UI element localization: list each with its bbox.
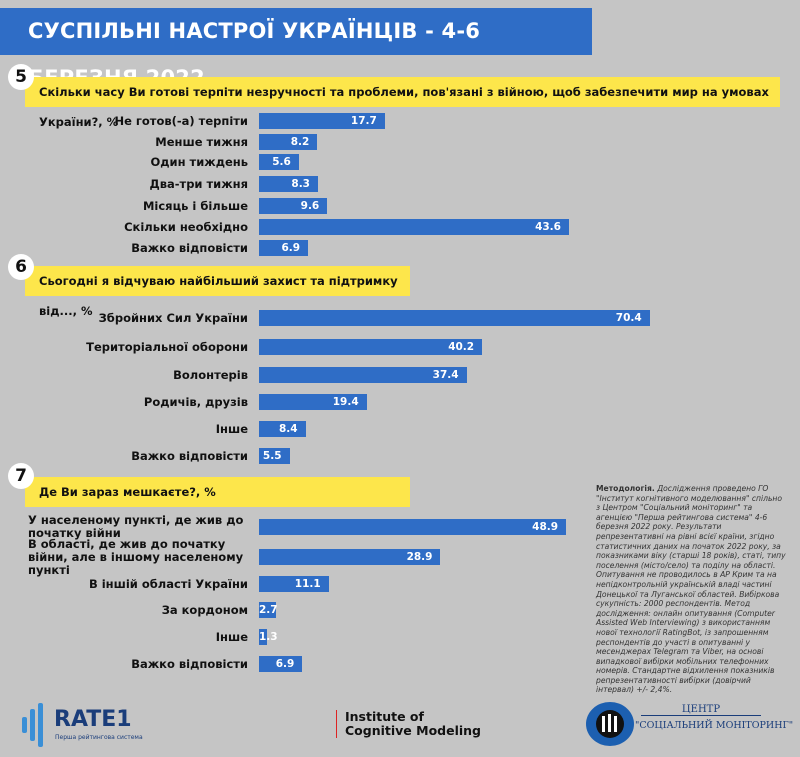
- question-banner: Скільки часу Ви готові терпіти незручнос…: [25, 77, 780, 129]
- bar: 48.9: [259, 519, 567, 535]
- question-banner: Сьогодні я відчуваю найбільший захист та…: [25, 266, 410, 318]
- category-label: За кордоном: [161, 602, 248, 617]
- category-label: Скільки необхідно: [124, 219, 248, 234]
- bar: 17.7: [259, 113, 385, 129]
- category-label: Інше: [215, 629, 248, 644]
- bar: 70.4: [259, 310, 650, 326]
- category-label: Волонтерів: [173, 367, 248, 382]
- category-label: У населеному пункті, де жив до початку в…: [28, 513, 244, 540]
- page-title: СУСПІЛЬНІ НАСТРОЇ УКРАЇНЦІВ - 4-6 БЕРЕЗН…: [0, 8, 592, 90]
- bar: 6.9: [259, 656, 303, 672]
- rate1-subtitle: Перша рейтингова система: [55, 734, 143, 741]
- category-label: Важко відповісти: [131, 656, 248, 671]
- category-label: Важко відповісти: [131, 448, 248, 463]
- icm-line2: Cognitive Modeling: [345, 723, 481, 738]
- bar: 28.9: [259, 549, 441, 565]
- category-label: Менше тижня: [155, 134, 248, 149]
- bar: 5.6: [259, 154, 299, 170]
- bar: 37.4: [259, 367, 467, 383]
- icm-line1: Institute of: [345, 709, 424, 724]
- category-label: Територіальної оборони: [86, 339, 248, 354]
- icm-logo: Institute of Cognitive Modeling: [336, 710, 481, 738]
- bar: 9.6: [259, 198, 328, 214]
- question-number: 5: [8, 64, 34, 90]
- csm-line2: "СОЦІАЛЬНИЙ МОНІТОРИНГ": [635, 720, 794, 731]
- methodology-text: Дослідження проведено ГО "Інститут когні…: [596, 484, 786, 695]
- methodology-note: Методологія. Дослідження проведено ГО "І…: [596, 484, 786, 695]
- category-label: Один тиждень: [150, 154, 248, 169]
- category-label: Два-три тижня: [149, 176, 248, 191]
- bar: 43.6: [259, 219, 569, 235]
- question-number: 6: [8, 254, 34, 280]
- question-banner: Де Ви зараз мешкаєте?, %: [25, 477, 410, 507]
- bar: 8.4: [259, 421, 306, 437]
- bar: 19.4: [259, 394, 367, 410]
- category-label: В області, де жив до початку війни, але …: [28, 536, 244, 577]
- bar: 8.3: [259, 176, 318, 192]
- category-label: Місяць і більше: [142, 198, 248, 213]
- bar: 1.3: [259, 629, 278, 645]
- bar: 5.5: [259, 448, 290, 464]
- bar: 40.2: [259, 339, 483, 355]
- category-label: В іншій області України: [88, 576, 248, 591]
- category-label: Родичів, друзів: [143, 394, 248, 409]
- csm-emblem-icon: [586, 702, 634, 746]
- rate1-wave-icon: [22, 703, 43, 747]
- bar: 6.9: [259, 240, 309, 256]
- bar: 11.1: [259, 576, 329, 592]
- rate1-logo: RATE1 Перша рейтингова система: [22, 703, 143, 751]
- question-number: 7: [8, 463, 34, 489]
- bar: 8.2: [259, 134, 318, 150]
- bar: 2.7: [259, 602, 278, 618]
- category-label: Інше: [215, 421, 248, 436]
- rate1-wordmark: RATE1: [54, 707, 132, 732]
- category-label: Не готов(-а) терпіти: [114, 113, 248, 128]
- csm-logo: ЦЕНТР "СОЦІАЛЬНИЙ МОНІТОРИНГ": [585, 700, 793, 752]
- methodology-heading: Методологія.: [596, 484, 655, 493]
- category-label: Збройних Сил України: [98, 310, 248, 325]
- csm-line1: ЦЕНТР: [641, 704, 761, 716]
- category-label: Важко відповісти: [131, 240, 248, 255]
